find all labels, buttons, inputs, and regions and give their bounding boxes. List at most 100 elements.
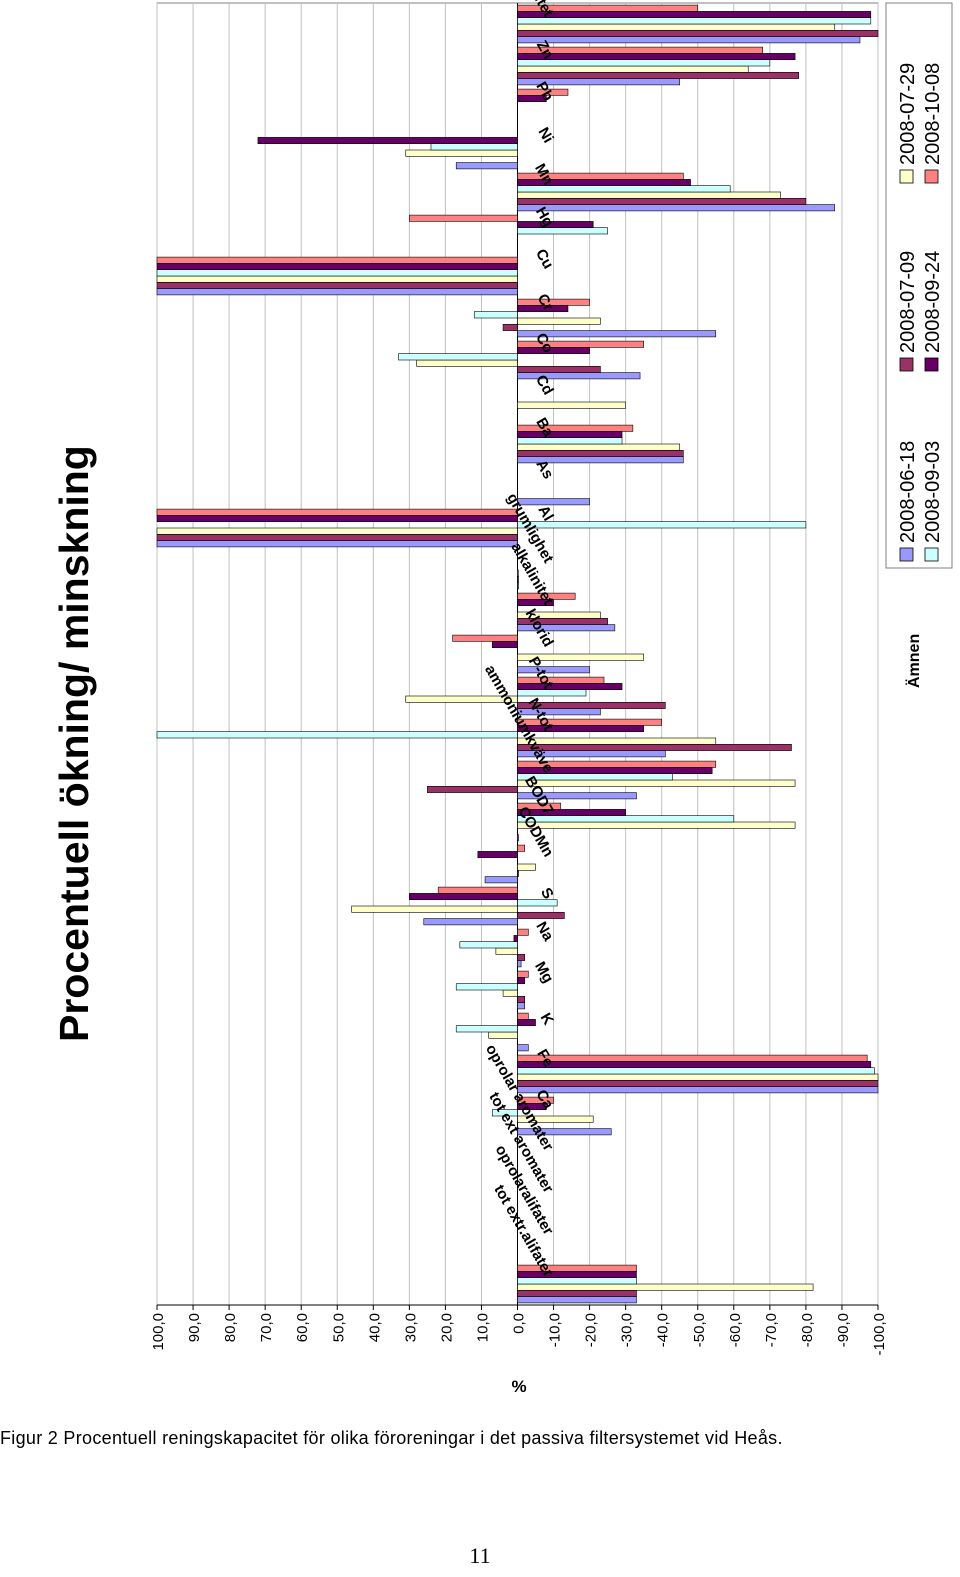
figure-caption: Figur 2 Procentuell reningskapacitet för… [0,1428,783,1448]
bar [517,498,590,506]
category-label: Ni [535,125,557,146]
y-tick-label: 30,0 [402,1313,419,1342]
bar [517,1296,637,1304]
bar [416,359,518,367]
bar [517,185,731,193]
y-tick-label: 10,0 [474,1313,491,1342]
bar [156,256,518,264]
bar [409,214,518,222]
y-tick-label: -40,0 [655,1313,672,1347]
bar [156,515,518,523]
legend-label: 2008-09-24 [922,251,944,353]
y-tick-label: -60,0 [727,1313,744,1347]
bar [517,401,626,409]
bar [517,36,861,44]
bar [517,1290,637,1297]
bar [517,1115,594,1123]
bar [398,353,518,361]
bar [517,330,717,338]
legend-label: 2008-10-08 [922,63,944,165]
bar [156,263,518,270]
bar [517,29,879,37]
bar [156,527,518,535]
bar [257,137,518,144]
bar [517,676,605,684]
bar [517,809,626,817]
legend-box [885,2,953,569]
bar [517,760,717,768]
chart: 100,0 90,0 80,0 70,0 60,0 50,0 40,0 30,0 20,0 10,… [51,0,953,1396]
bar [156,540,518,548]
bar [517,743,792,751]
bar [517,869,519,877]
y-tick-label: 100,0 [150,1313,167,1351]
bar [517,1264,637,1272]
bar [517,834,519,842]
bar [517,1044,529,1052]
bar [517,844,526,852]
bar [517,11,872,18]
bar [517,227,608,235]
bar [517,582,519,590]
legend-label: 2008-06-18 [897,441,919,543]
y-tick-label: -20,0 [583,1313,600,1347]
bar [517,46,763,54]
bar [517,821,796,829]
y-tick-label: 40,0 [366,1313,383,1342]
category-label: Fe [533,1046,556,1070]
bar [517,1096,554,1104]
bar [495,947,518,955]
bar [488,1031,518,1039]
bar [517,863,536,871]
bar [517,1080,879,1087]
bar [423,918,518,926]
bar [517,569,519,577]
bar [517,23,836,31]
bar [517,911,565,919]
legend-swatch [899,169,914,184]
bar [517,977,526,985]
bar [517,431,623,438]
bar [517,779,796,787]
bar [517,317,601,325]
bar [517,1019,536,1027]
bar [517,899,558,907]
bar [156,275,518,283]
bar [517,953,526,961]
legend-swatch [924,357,939,372]
page-number: 11 [469,1543,491,1568]
bar [517,521,807,529]
category-label: Zn [533,38,557,62]
legend-swatch [924,169,939,184]
bar [156,269,518,277]
bar [156,288,518,296]
y-tick-label: 0,0 [511,1313,528,1334]
chart-title: Procentuell ökning/ minskning [51,445,97,1042]
bar [156,281,518,289]
bar [517,995,526,1003]
legend-label: 2008-07-09 [897,251,919,353]
bar [517,970,529,978]
bar [517,701,666,709]
bar [517,683,623,691]
y-tick-label: 90,0 [186,1313,203,1342]
bar [517,792,637,800]
legend-label: 2008-09-03 [922,441,944,543]
bars [156,4,879,1304]
bar [517,65,749,73]
bar [517,1283,814,1291]
y-tick-label: -80,0 [799,1313,816,1347]
y-tick-label: -70,0 [763,1313,780,1347]
bar [517,1086,879,1094]
bar [156,533,518,541]
bar [517,611,601,619]
bar [517,204,836,212]
y-tick-label: 60,0 [294,1313,311,1342]
bar [351,905,518,913]
bar [452,634,518,642]
bar [517,666,590,674]
bar [517,298,590,306]
y-tick-label: -30,0 [619,1313,636,1347]
bar [517,424,634,432]
bar [517,17,872,25]
